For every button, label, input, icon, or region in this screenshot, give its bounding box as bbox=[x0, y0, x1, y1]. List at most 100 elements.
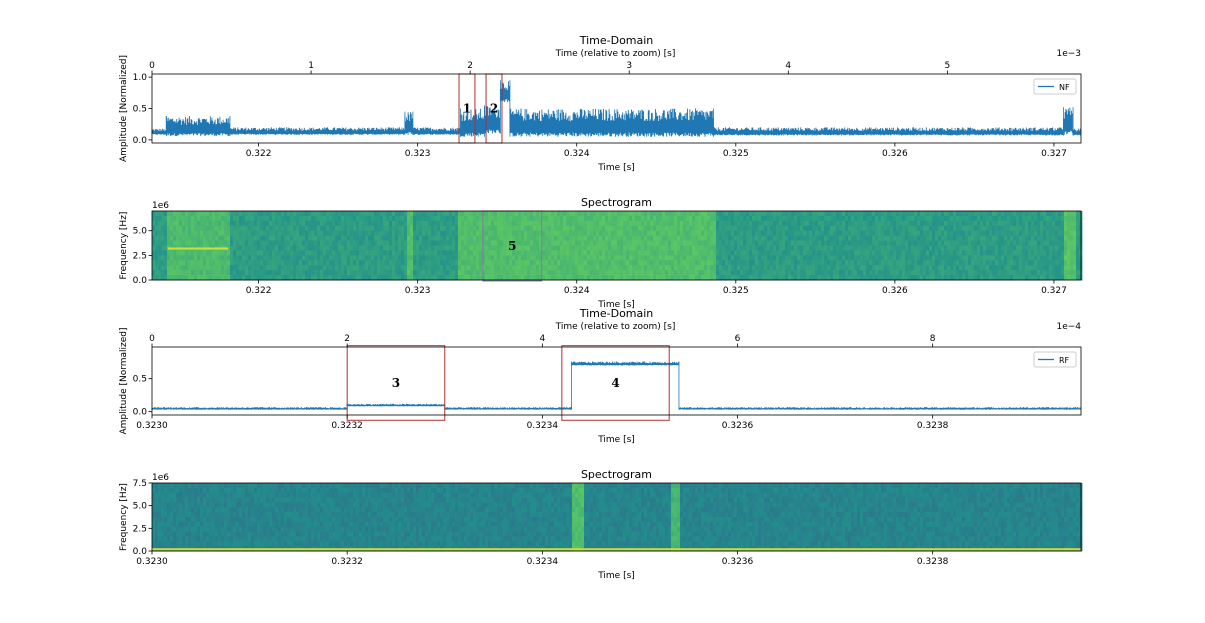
spectrogram-cell bbox=[578, 220, 582, 227]
spectrogram-cell bbox=[479, 230, 483, 237]
spectrogram-cell bbox=[218, 250, 222, 256]
spectrogram-cell bbox=[299, 230, 303, 237]
spectrogram-cell bbox=[371, 270, 375, 276]
spectrogram-cell bbox=[494, 275, 498, 281]
spectrogram-cell bbox=[284, 220, 288, 227]
spectrogram-cell bbox=[845, 220, 849, 227]
spectrogram-cell bbox=[1031, 225, 1035, 232]
spectrogram-cell bbox=[386, 220, 390, 227]
spectrogram-cell bbox=[962, 255, 966, 261]
spectrogram-cell bbox=[194, 531, 198, 537]
spectrogram-cell bbox=[776, 275, 780, 281]
spectrogram-cell bbox=[314, 235, 318, 241]
spectrogram-cell bbox=[548, 235, 552, 241]
spectrogram-cell bbox=[476, 245, 480, 251]
spectrogram-cell bbox=[374, 211, 378, 217]
spectrogram-cell bbox=[155, 526, 159, 532]
spectrogram-cell bbox=[257, 536, 261, 542]
spectrogram-cell bbox=[1004, 270, 1008, 276]
spectrogram-cell bbox=[296, 235, 300, 241]
spectrogram-cell bbox=[809, 255, 813, 261]
spectrogram-cell bbox=[578, 215, 582, 222]
spectrogram-cell bbox=[401, 250, 405, 256]
spectrogram-cell bbox=[236, 245, 240, 251]
spectrogram-cell bbox=[164, 225, 168, 232]
spectrogram-cell bbox=[977, 235, 981, 241]
spectrogram-cell bbox=[374, 245, 378, 251]
spectrogram-cell bbox=[944, 225, 948, 232]
spectrogram-cell bbox=[470, 270, 474, 276]
spectrogram-cell bbox=[695, 230, 699, 237]
spectrogram-cell bbox=[203, 255, 207, 261]
spectrogram-cell bbox=[1055, 230, 1059, 237]
spectrogram-cell bbox=[968, 215, 972, 222]
spectrogram-cell bbox=[161, 502, 165, 508]
spectrogram-cell bbox=[206, 265, 210, 271]
spectrogram-cell bbox=[914, 250, 918, 256]
spectrogram-cell bbox=[1058, 225, 1062, 232]
spectrogram-cell bbox=[443, 211, 447, 217]
spectrogram-cell bbox=[179, 260, 183, 266]
spectrogram-cell bbox=[1043, 220, 1047, 227]
spectrogram-cell bbox=[251, 502, 255, 508]
spectrogram-cell bbox=[203, 265, 207, 271]
spectrogram-cell bbox=[224, 507, 228, 513]
spectrogram-cell bbox=[839, 245, 843, 251]
spectrogram-cell bbox=[911, 225, 915, 232]
spectrogram-cell bbox=[545, 240, 549, 246]
spectrogram-cell bbox=[734, 275, 738, 281]
spectrogram-cell bbox=[362, 240, 366, 246]
spectrogram-cell bbox=[350, 275, 354, 281]
spectrogram-cell bbox=[830, 255, 834, 261]
spectrogram-cell bbox=[377, 211, 381, 217]
spectrogram-cell bbox=[986, 255, 990, 261]
spectrogram-cell bbox=[206, 270, 210, 276]
spectrogram-cell bbox=[929, 215, 933, 222]
spectrogram-cell bbox=[938, 250, 942, 256]
top-x-tick-label: 4 bbox=[539, 334, 545, 344]
spectrogram-cell bbox=[308, 230, 312, 237]
spectrogram-cell bbox=[293, 255, 297, 261]
spectrogram-cell bbox=[200, 517, 204, 523]
spectrogram-cell bbox=[416, 255, 420, 261]
spectrogram-cell bbox=[902, 275, 906, 281]
spectrogram-cell bbox=[275, 275, 279, 281]
spectrogram-cell bbox=[179, 517, 183, 523]
spectrogram-cell bbox=[392, 215, 396, 222]
spectrogram-cell bbox=[203, 507, 207, 513]
top-x-axis-label: Time (relative to zoom) [s] bbox=[555, 49, 676, 59]
spectrogram-cell bbox=[473, 270, 477, 276]
spectrogram-cell bbox=[278, 270, 282, 276]
spectrogram-cell bbox=[476, 235, 480, 241]
spectrogram-cell bbox=[935, 270, 939, 276]
spectrogram-cell bbox=[446, 260, 450, 266]
spectrogram-cell bbox=[845, 255, 849, 261]
spectrogram-cell bbox=[800, 265, 804, 271]
spectrogram-cell bbox=[221, 507, 225, 513]
spectrogram-cell bbox=[776, 250, 780, 256]
spectrogram-cell bbox=[1016, 265, 1020, 271]
spectrogram-cell bbox=[269, 260, 273, 266]
spectrogram-cell bbox=[431, 250, 435, 256]
spectrogram-cell bbox=[437, 215, 441, 222]
spectrogram-cell bbox=[707, 270, 711, 276]
spectrogram-cell bbox=[335, 270, 339, 276]
spectrogram-cell bbox=[716, 245, 720, 251]
spectrogram-cell bbox=[755, 235, 759, 241]
spectrogram-cell bbox=[167, 487, 171, 494]
spectrogram-cell bbox=[725, 220, 729, 227]
spectrogram-cell bbox=[251, 245, 255, 251]
spectrogram-cell bbox=[182, 250, 186, 256]
spectrogram-cell bbox=[1019, 260, 1023, 266]
spectrogram-cell bbox=[626, 225, 630, 232]
spectrogram-cell bbox=[380, 211, 384, 217]
spectrogram-cell bbox=[218, 483, 222, 489]
spectrogram-cell bbox=[275, 225, 279, 232]
spectrogram-cell bbox=[875, 220, 879, 227]
spectrogram-cell bbox=[836, 211, 840, 217]
spectrogram-cell bbox=[749, 225, 753, 232]
spectrogram-cell bbox=[863, 260, 867, 266]
spectrogram-cell bbox=[572, 245, 576, 251]
spectrogram-cell bbox=[725, 230, 729, 237]
spectrogram-cell bbox=[590, 211, 594, 217]
